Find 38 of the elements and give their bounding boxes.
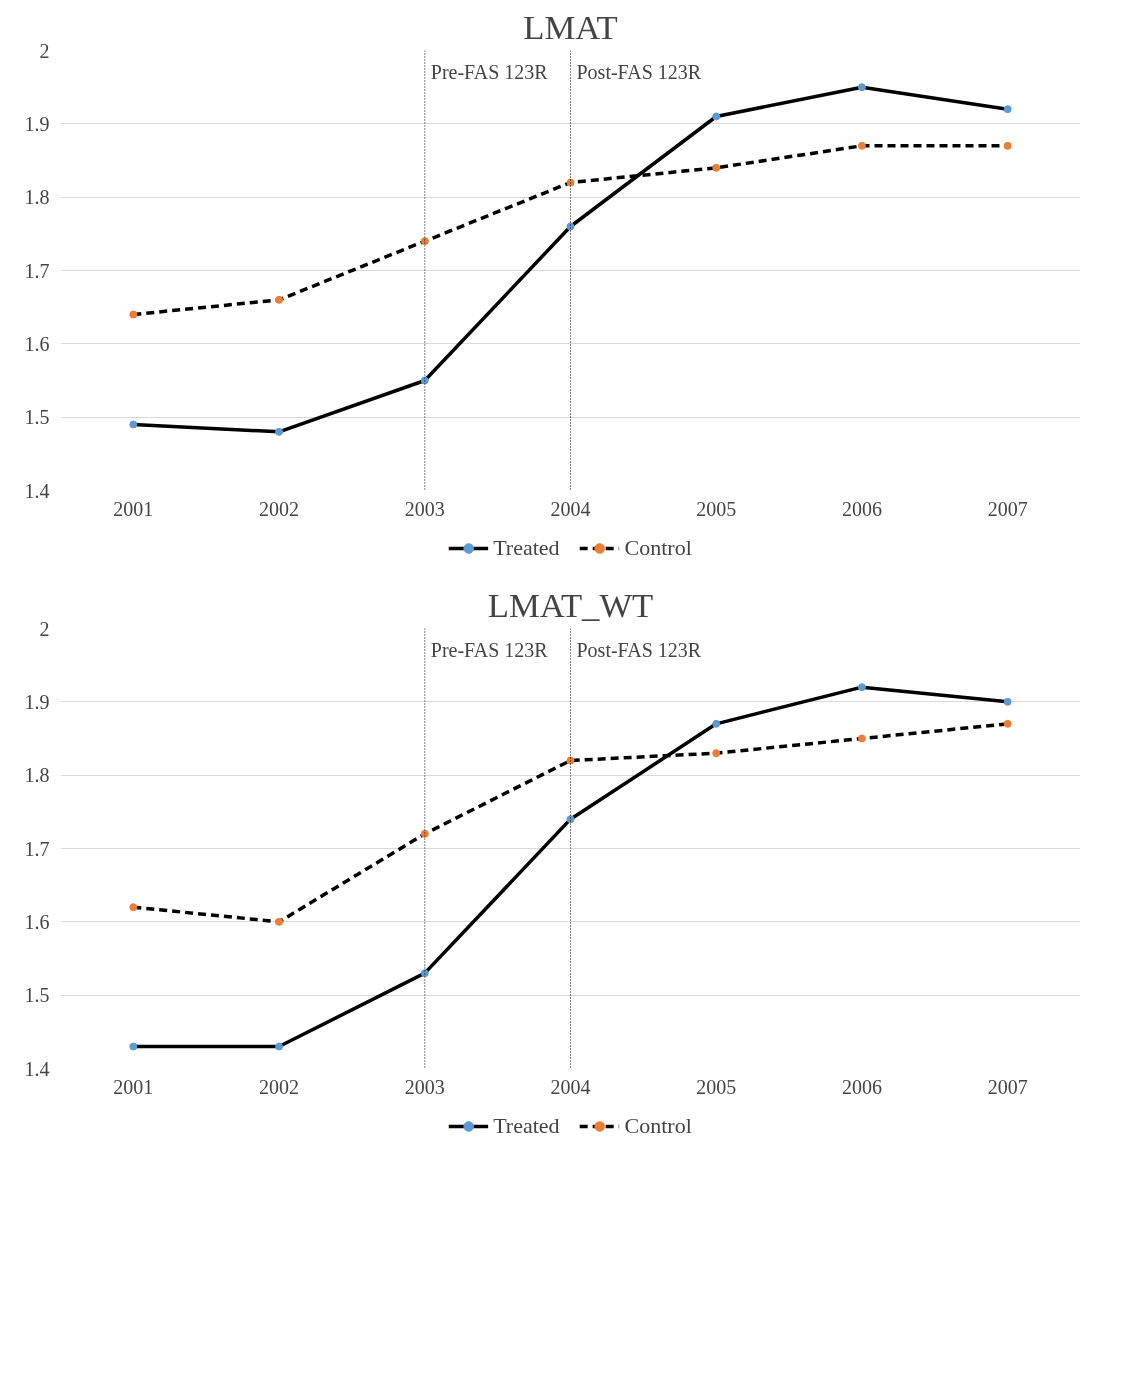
- y-tick-label: 1.4: [24, 479, 50, 502]
- chart-title: LMAT: [523, 7, 618, 46]
- y-tick-label: 2: [39, 39, 50, 62]
- y-tick-label: 1.6: [24, 910, 50, 933]
- y-tick-label: 1.8: [24, 186, 50, 209]
- y-tick-label: 1.5: [24, 406, 50, 429]
- x-tick-label: 2005: [696, 497, 737, 520]
- legend-label: Treated: [493, 535, 560, 561]
- y-tick-label: 1.6: [24, 332, 50, 355]
- x-tick-label: 2006: [841, 1075, 882, 1098]
- y-tick-label: 1.7: [24, 837, 50, 860]
- x-tick-label: 2002: [259, 1075, 300, 1098]
- ref-line-label: Pre-FAS 123R: [430, 638, 549, 661]
- y-tick-label: 1.5: [24, 984, 50, 1007]
- x-tick-label: 2004: [550, 1075, 591, 1098]
- ref-line-label: Post-FAS 123R: [576, 638, 702, 661]
- y-tick-label: 1.7: [24, 259, 50, 282]
- x-tick-label: 2003: [404, 1075, 445, 1098]
- y-tick-label: 1.9: [24, 690, 50, 713]
- chart-title: LMAT_WT: [487, 585, 654, 624]
- x-tick-label: 2007: [987, 497, 1028, 520]
- y-tick-label: 1.9: [24, 112, 50, 135]
- y-tick-label: 1.4: [24, 1057, 50, 1080]
- legend-label: Treated: [493, 1113, 560, 1139]
- x-tick-label: 2001: [113, 497, 154, 520]
- x-tick-label: 2005: [696, 1075, 737, 1098]
- x-tick-label: 2001: [113, 1075, 154, 1098]
- y-tick-label: 1.8: [24, 764, 50, 787]
- y-tick-label: 2: [39, 617, 50, 640]
- legend-label: Control: [624, 1113, 692, 1139]
- ref-line-label: Post-FAS 123R: [576, 60, 702, 83]
- x-tick-label: 2006: [841, 497, 882, 520]
- x-tick-label: 2007: [987, 1075, 1028, 1098]
- x-tick-label: 2002: [259, 497, 300, 520]
- legend-label: Control: [624, 535, 692, 561]
- x-tick-label: 2004: [550, 497, 591, 520]
- ref-line-label: Pre-FAS 123R: [430, 60, 549, 83]
- x-tick-label: 2003: [404, 497, 445, 520]
